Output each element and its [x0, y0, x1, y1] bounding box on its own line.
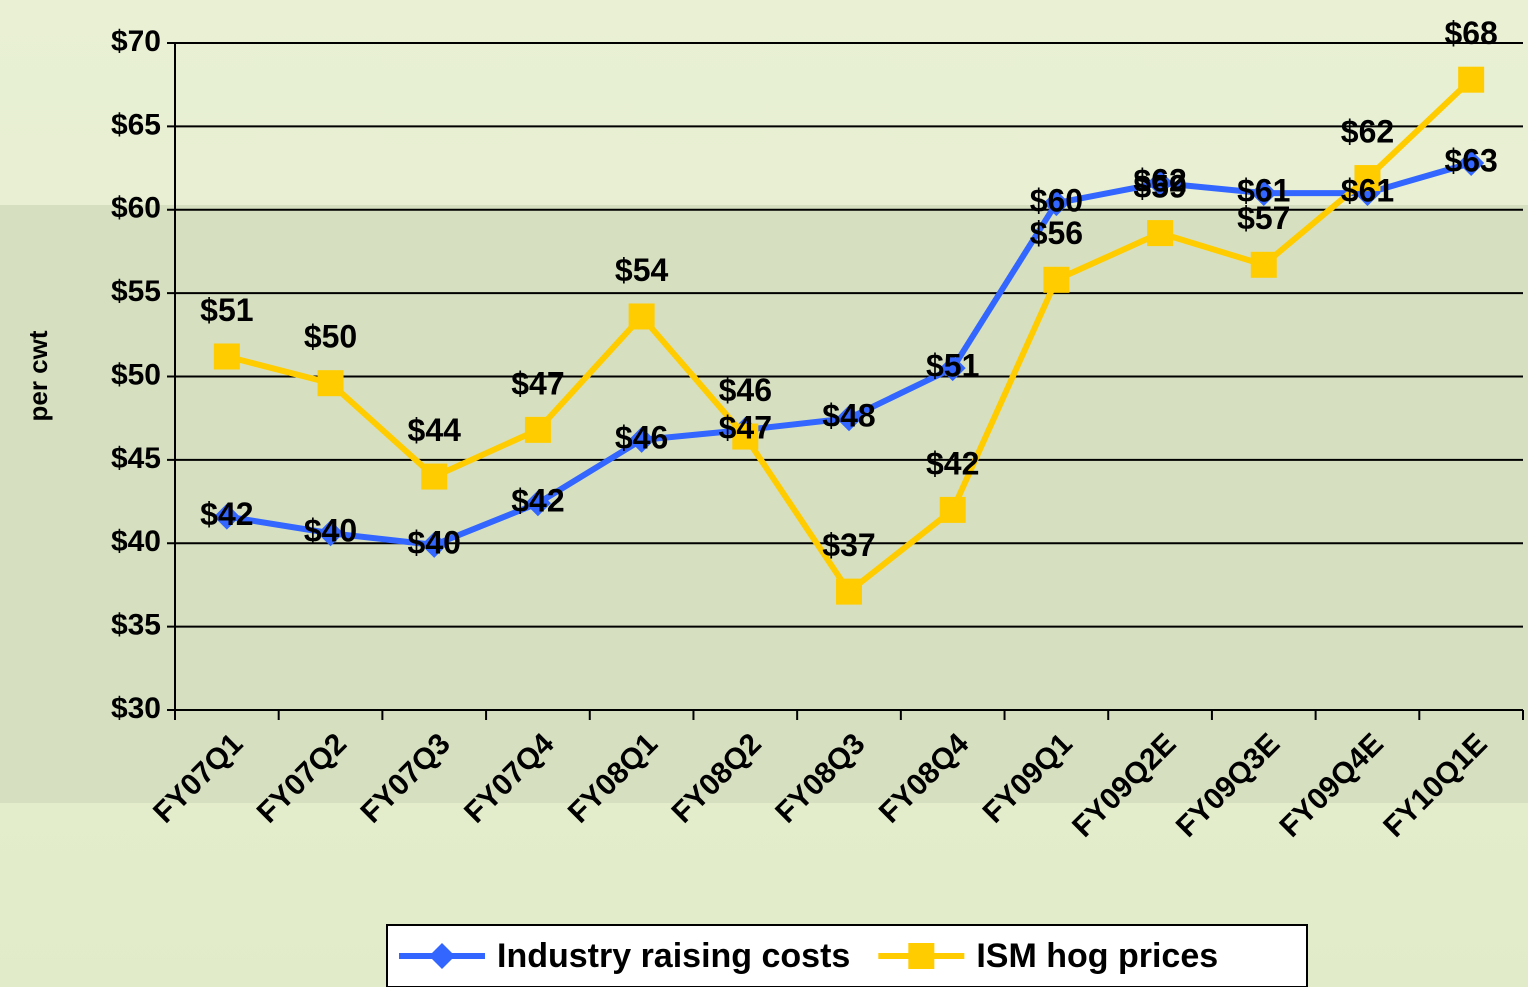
marker: [939, 496, 966, 523]
marker: [317, 370, 344, 397]
marker: [213, 343, 240, 370]
value-label: $61: [1341, 173, 1394, 209]
marker: [939, 355, 966, 382]
value-label: $46: [719, 372, 772, 408]
marker: [317, 520, 344, 547]
legend-label: ISM hog prices: [976, 937, 1218, 975]
value-label: $40: [304, 513, 357, 549]
value-label: $42: [926, 445, 979, 481]
value-label: $61: [1237, 173, 1290, 209]
y-tick-label: $35: [111, 609, 161, 642]
value-label: $37: [822, 527, 875, 563]
marker: [1354, 165, 1381, 192]
marker: [429, 943, 455, 969]
marker: [524, 490, 551, 517]
value-label: $68: [1444, 15, 1497, 51]
marker: [1043, 190, 1070, 217]
y-tick-label: $45: [111, 442, 161, 475]
y-axis-label: per cwt: [23, 330, 53, 421]
legend-label: Industry raising costs: [497, 937, 850, 975]
marker: [1043, 266, 1070, 293]
y-tick-label: $30: [111, 692, 161, 725]
marker: [1147, 170, 1174, 197]
value-label: $57: [1237, 200, 1290, 236]
marker: [1250, 251, 1277, 278]
value-label: $48: [822, 398, 875, 434]
value-label: $62: [1341, 114, 1394, 150]
marker: [628, 303, 655, 330]
value-label: $50: [304, 319, 357, 355]
y-tick-label: $50: [111, 358, 161, 391]
value-label: $44: [408, 412, 462, 448]
value-label: $59: [1133, 169, 1186, 205]
marker: [908, 943, 935, 969]
marker: [1458, 66, 1485, 93]
y-tick-label: $60: [111, 192, 161, 225]
y-tick-label: $55: [111, 275, 161, 308]
marker: [421, 531, 448, 558]
marker: [628, 426, 655, 453]
value-label: $63: [1444, 143, 1497, 179]
marker: [1147, 220, 1174, 247]
value-label: $40: [408, 524, 461, 560]
value-label: $46: [615, 419, 668, 455]
marker: [836, 578, 862, 605]
marker: [421, 463, 448, 490]
y-tick-label: $65: [111, 108, 161, 141]
marker: [524, 416, 551, 443]
marker: [732, 423, 759, 450]
legend-box: [386, 924, 1308, 987]
value-label: $47: [719, 409, 772, 445]
value-label: $51: [200, 292, 253, 328]
value-label: $56: [1030, 215, 1083, 251]
value-label: $42: [511, 483, 564, 519]
value-label: $42: [200, 496, 253, 532]
y-tick-label: $40: [111, 525, 161, 558]
marker: [836, 405, 862, 432]
background-band: [0, 205, 1528, 803]
value-label: $47: [511, 365, 564, 401]
marker: [213, 503, 240, 530]
value-label: $51: [926, 348, 979, 384]
value-label: $62: [1133, 163, 1186, 199]
y-tick-label: $70: [111, 25, 161, 58]
marker: [1458, 150, 1485, 177]
value-label: $54: [615, 252, 669, 288]
marker: [1250, 180, 1277, 207]
value-label: $60: [1030, 183, 1083, 219]
